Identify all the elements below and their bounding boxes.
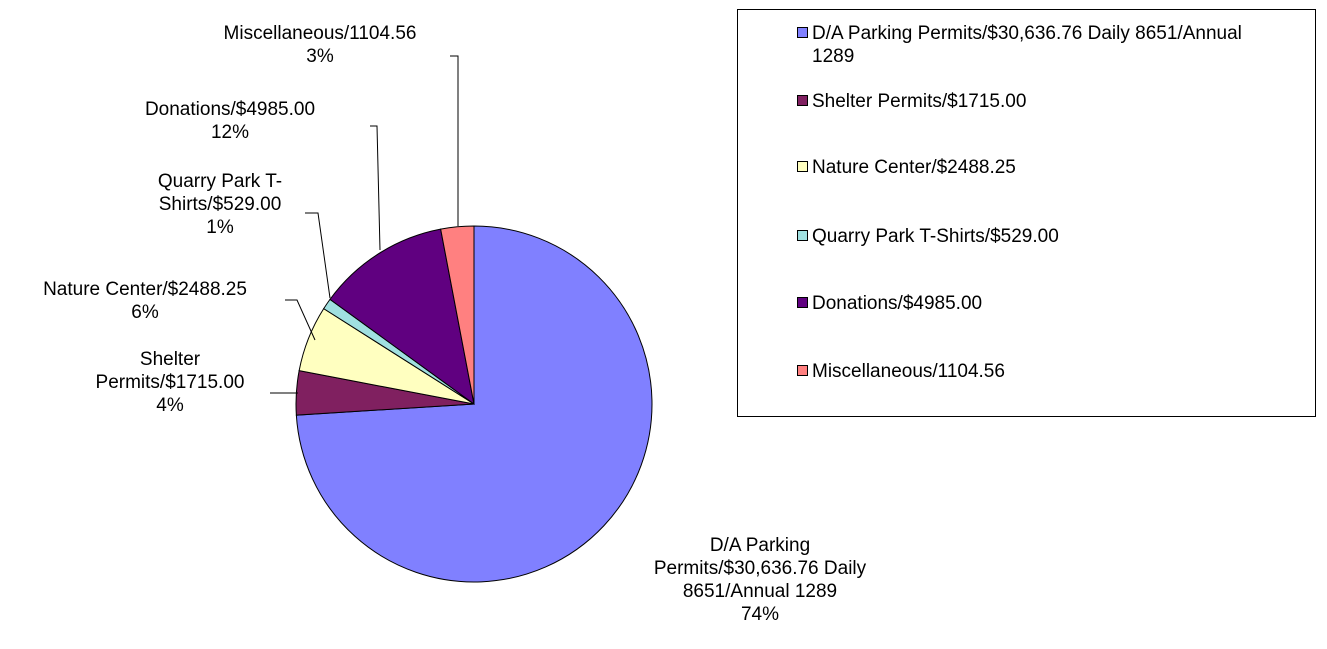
leader-line xyxy=(305,212,331,299)
slice-name: Quarry Park T-Shirts/$529.00 xyxy=(157,171,283,215)
legend-label: Quarry Park T-Shirts/$529.00 xyxy=(812,226,1059,247)
slice-label: D/A Parking Permits/$30,636.76 Daily 865… xyxy=(640,534,880,626)
slice-name: Miscellaneous/1104.56 xyxy=(223,23,417,44)
legend-swatch xyxy=(797,161,808,172)
slice-percent: 3% xyxy=(306,46,334,67)
legend-label: D/A Parking Permits/$30,636.76 Daily 865… xyxy=(812,23,1242,67)
leader-line xyxy=(285,299,316,341)
legend-item: D/A Parking Permits/$30,636.76 Daily 865… xyxy=(797,22,1252,68)
slice-name: D/A Parking Permits/$30,636.76 Daily 865… xyxy=(653,535,867,602)
slice-percent: 4% xyxy=(156,395,184,416)
leader-line xyxy=(370,125,381,251)
slice-percent: 74% xyxy=(740,604,780,625)
pie-slice xyxy=(440,225,475,405)
slice-label: Nature Center/$2488.25 6% xyxy=(0,278,290,324)
slice-label: Shelter Permits/$1715.00 4% xyxy=(85,348,255,417)
legend-swatch xyxy=(797,365,808,376)
legend: D/A Parking Permits/$30,636.76 Daily 865… xyxy=(737,9,1316,417)
slice-label: Quarry Park T-Shirts/$529.00 1% xyxy=(140,170,300,239)
legend-label: Nature Center/$2488.25 xyxy=(812,157,1016,178)
leader-line xyxy=(450,55,459,226)
legend-label: Miscellaneous/1104.56 xyxy=(812,361,1005,382)
legend-item: Quarry Park T-Shirts/$529.00 xyxy=(797,225,1252,248)
slice-percent: 12% xyxy=(210,122,250,143)
legend-swatch xyxy=(797,297,808,308)
slice-label: Donations/$4985.00 12% xyxy=(100,98,360,144)
slice-name: Shelter Permits/$1715.00 xyxy=(95,349,245,393)
legend-item: Miscellaneous/1104.56 xyxy=(797,360,1252,383)
legend-swatch xyxy=(797,95,808,106)
slice-percent: 6% xyxy=(131,302,159,323)
legend-item: Shelter Permits/$1715.00 xyxy=(797,90,1252,113)
legend-swatch xyxy=(797,27,808,38)
legend-item: Nature Center/$2488.25 xyxy=(797,156,1252,179)
pie-slice xyxy=(329,228,475,406)
slice-name: Nature Center/$2488.25 xyxy=(43,279,247,300)
legend-swatch xyxy=(797,230,808,241)
slice-percent: 1% xyxy=(206,217,234,238)
legend-label: Donations/$4985.00 xyxy=(812,293,983,314)
slice-name: Donations/$4985.00 xyxy=(144,99,316,120)
slice-label: Miscellaneous/1104.56 3% xyxy=(180,22,460,68)
legend-label: Shelter Permits/$1715.00 xyxy=(812,91,1027,112)
legend-item: Donations/$4985.00 xyxy=(797,292,1252,315)
